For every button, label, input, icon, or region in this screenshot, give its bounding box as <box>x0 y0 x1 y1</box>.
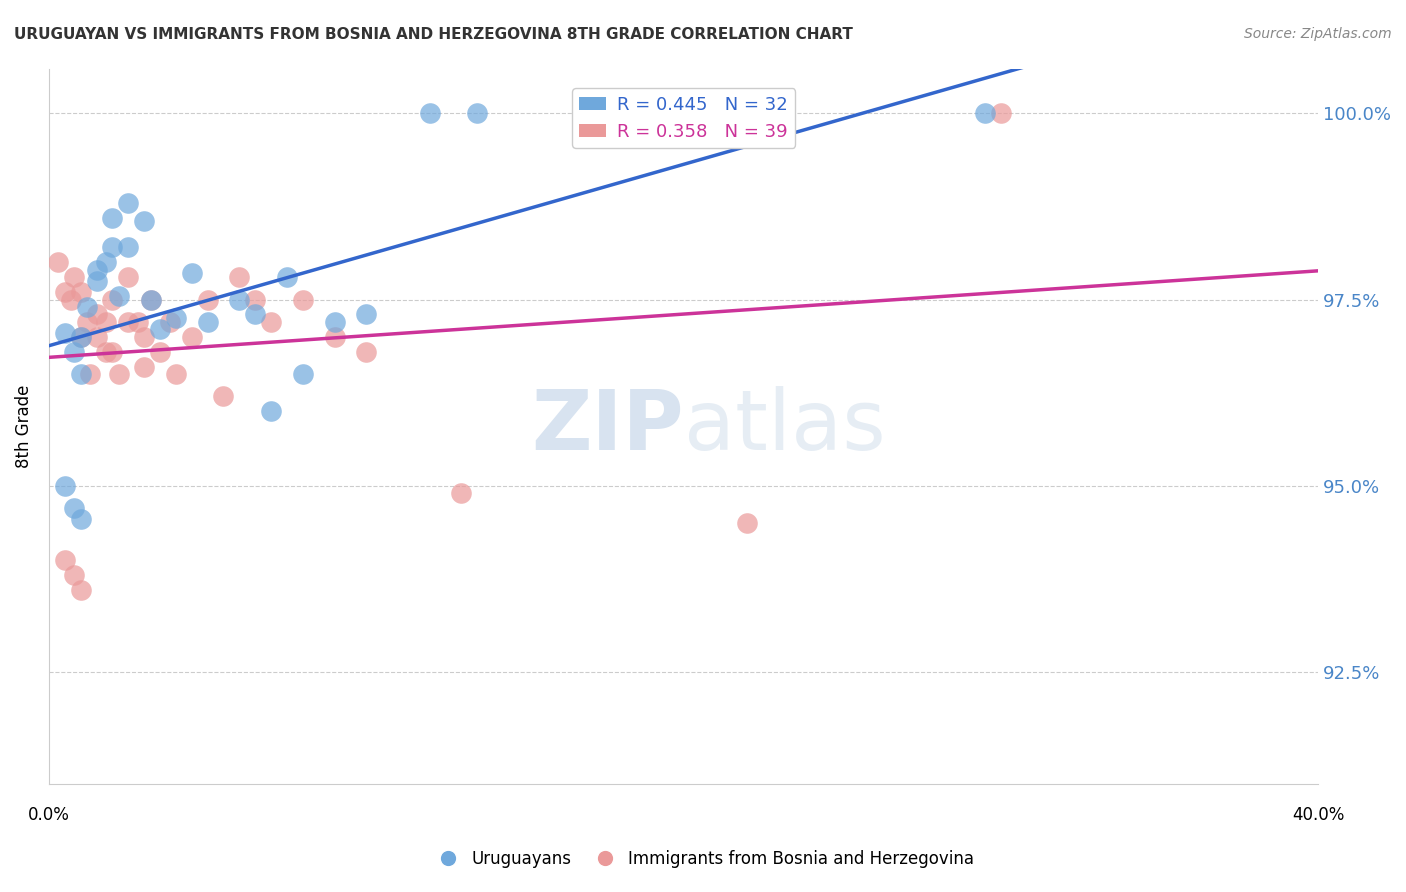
Point <box>86 330 108 344</box>
Point <box>94 255 117 269</box>
Point <box>228 293 250 307</box>
Point <box>127 315 149 329</box>
Point <box>69 512 91 526</box>
Point <box>48 255 70 269</box>
Point <box>450 486 472 500</box>
Point <box>245 293 267 307</box>
Point <box>107 289 129 303</box>
Point <box>94 315 117 329</box>
Point <box>76 300 98 314</box>
Point <box>69 330 91 344</box>
Text: atlas: atlas <box>683 385 886 467</box>
Point <box>134 330 156 344</box>
Point <box>260 404 283 418</box>
Point <box>134 359 156 374</box>
Point <box>86 308 108 322</box>
Point <box>180 267 202 281</box>
Point <box>53 479 76 493</box>
Point <box>60 293 83 307</box>
Point <box>260 315 283 329</box>
Point <box>69 583 91 598</box>
Point <box>974 106 997 120</box>
Point <box>323 330 346 344</box>
Point <box>101 344 124 359</box>
Point <box>356 344 378 359</box>
Point <box>159 315 181 329</box>
Point <box>117 195 139 210</box>
Point <box>291 367 314 381</box>
Text: 0.0%: 0.0% <box>28 806 70 824</box>
Legend: Uruguayans, Immigrants from Bosnia and Herzegovina: Uruguayans, Immigrants from Bosnia and H… <box>425 844 981 875</box>
Point <box>53 326 76 340</box>
Point <box>63 270 86 285</box>
Point <box>69 285 91 299</box>
Text: 40.0%: 40.0% <box>1292 806 1344 824</box>
Point <box>165 367 187 381</box>
Point <box>134 214 156 228</box>
Text: ZIP: ZIP <box>531 385 683 467</box>
Point <box>101 211 124 225</box>
Point <box>180 330 202 344</box>
Point <box>86 262 108 277</box>
Point <box>69 330 91 344</box>
Point <box>197 293 219 307</box>
Point <box>63 344 86 359</box>
Point <box>245 308 267 322</box>
Y-axis label: 8th Grade: 8th Grade <box>15 384 32 468</box>
Point <box>53 553 76 567</box>
Point <box>63 568 86 582</box>
Point <box>107 367 129 381</box>
Point <box>197 315 219 329</box>
Point <box>63 501 86 516</box>
Point <box>228 270 250 285</box>
Point <box>323 315 346 329</box>
Point <box>465 106 488 120</box>
Point <box>212 389 235 403</box>
Point <box>356 308 378 322</box>
Point <box>117 315 139 329</box>
Point <box>117 270 139 285</box>
Point <box>276 270 298 285</box>
Point <box>101 293 124 307</box>
Point <box>149 322 172 336</box>
Legend: R = 0.445   N = 32, R = 0.358   N = 39: R = 0.445 N = 32, R = 0.358 N = 39 <box>572 88 796 148</box>
Point <box>419 106 441 120</box>
Point <box>735 516 758 531</box>
Point <box>76 315 98 329</box>
Point <box>165 311 187 326</box>
Point <box>79 367 101 381</box>
Point <box>149 344 172 359</box>
Point <box>69 367 91 381</box>
Text: URUGUAYAN VS IMMIGRANTS FROM BOSNIA AND HERZEGOVINA 8TH GRADE CORRELATION CHART: URUGUAYAN VS IMMIGRANTS FROM BOSNIA AND … <box>14 27 853 42</box>
Point <box>117 240 139 254</box>
Point <box>94 344 117 359</box>
Point <box>139 293 162 307</box>
Point <box>53 285 76 299</box>
Point <box>86 274 108 288</box>
Point <box>990 106 1012 120</box>
Point <box>291 293 314 307</box>
Point <box>139 293 162 307</box>
Text: Source: ZipAtlas.com: Source: ZipAtlas.com <box>1244 27 1392 41</box>
Point <box>101 240 124 254</box>
